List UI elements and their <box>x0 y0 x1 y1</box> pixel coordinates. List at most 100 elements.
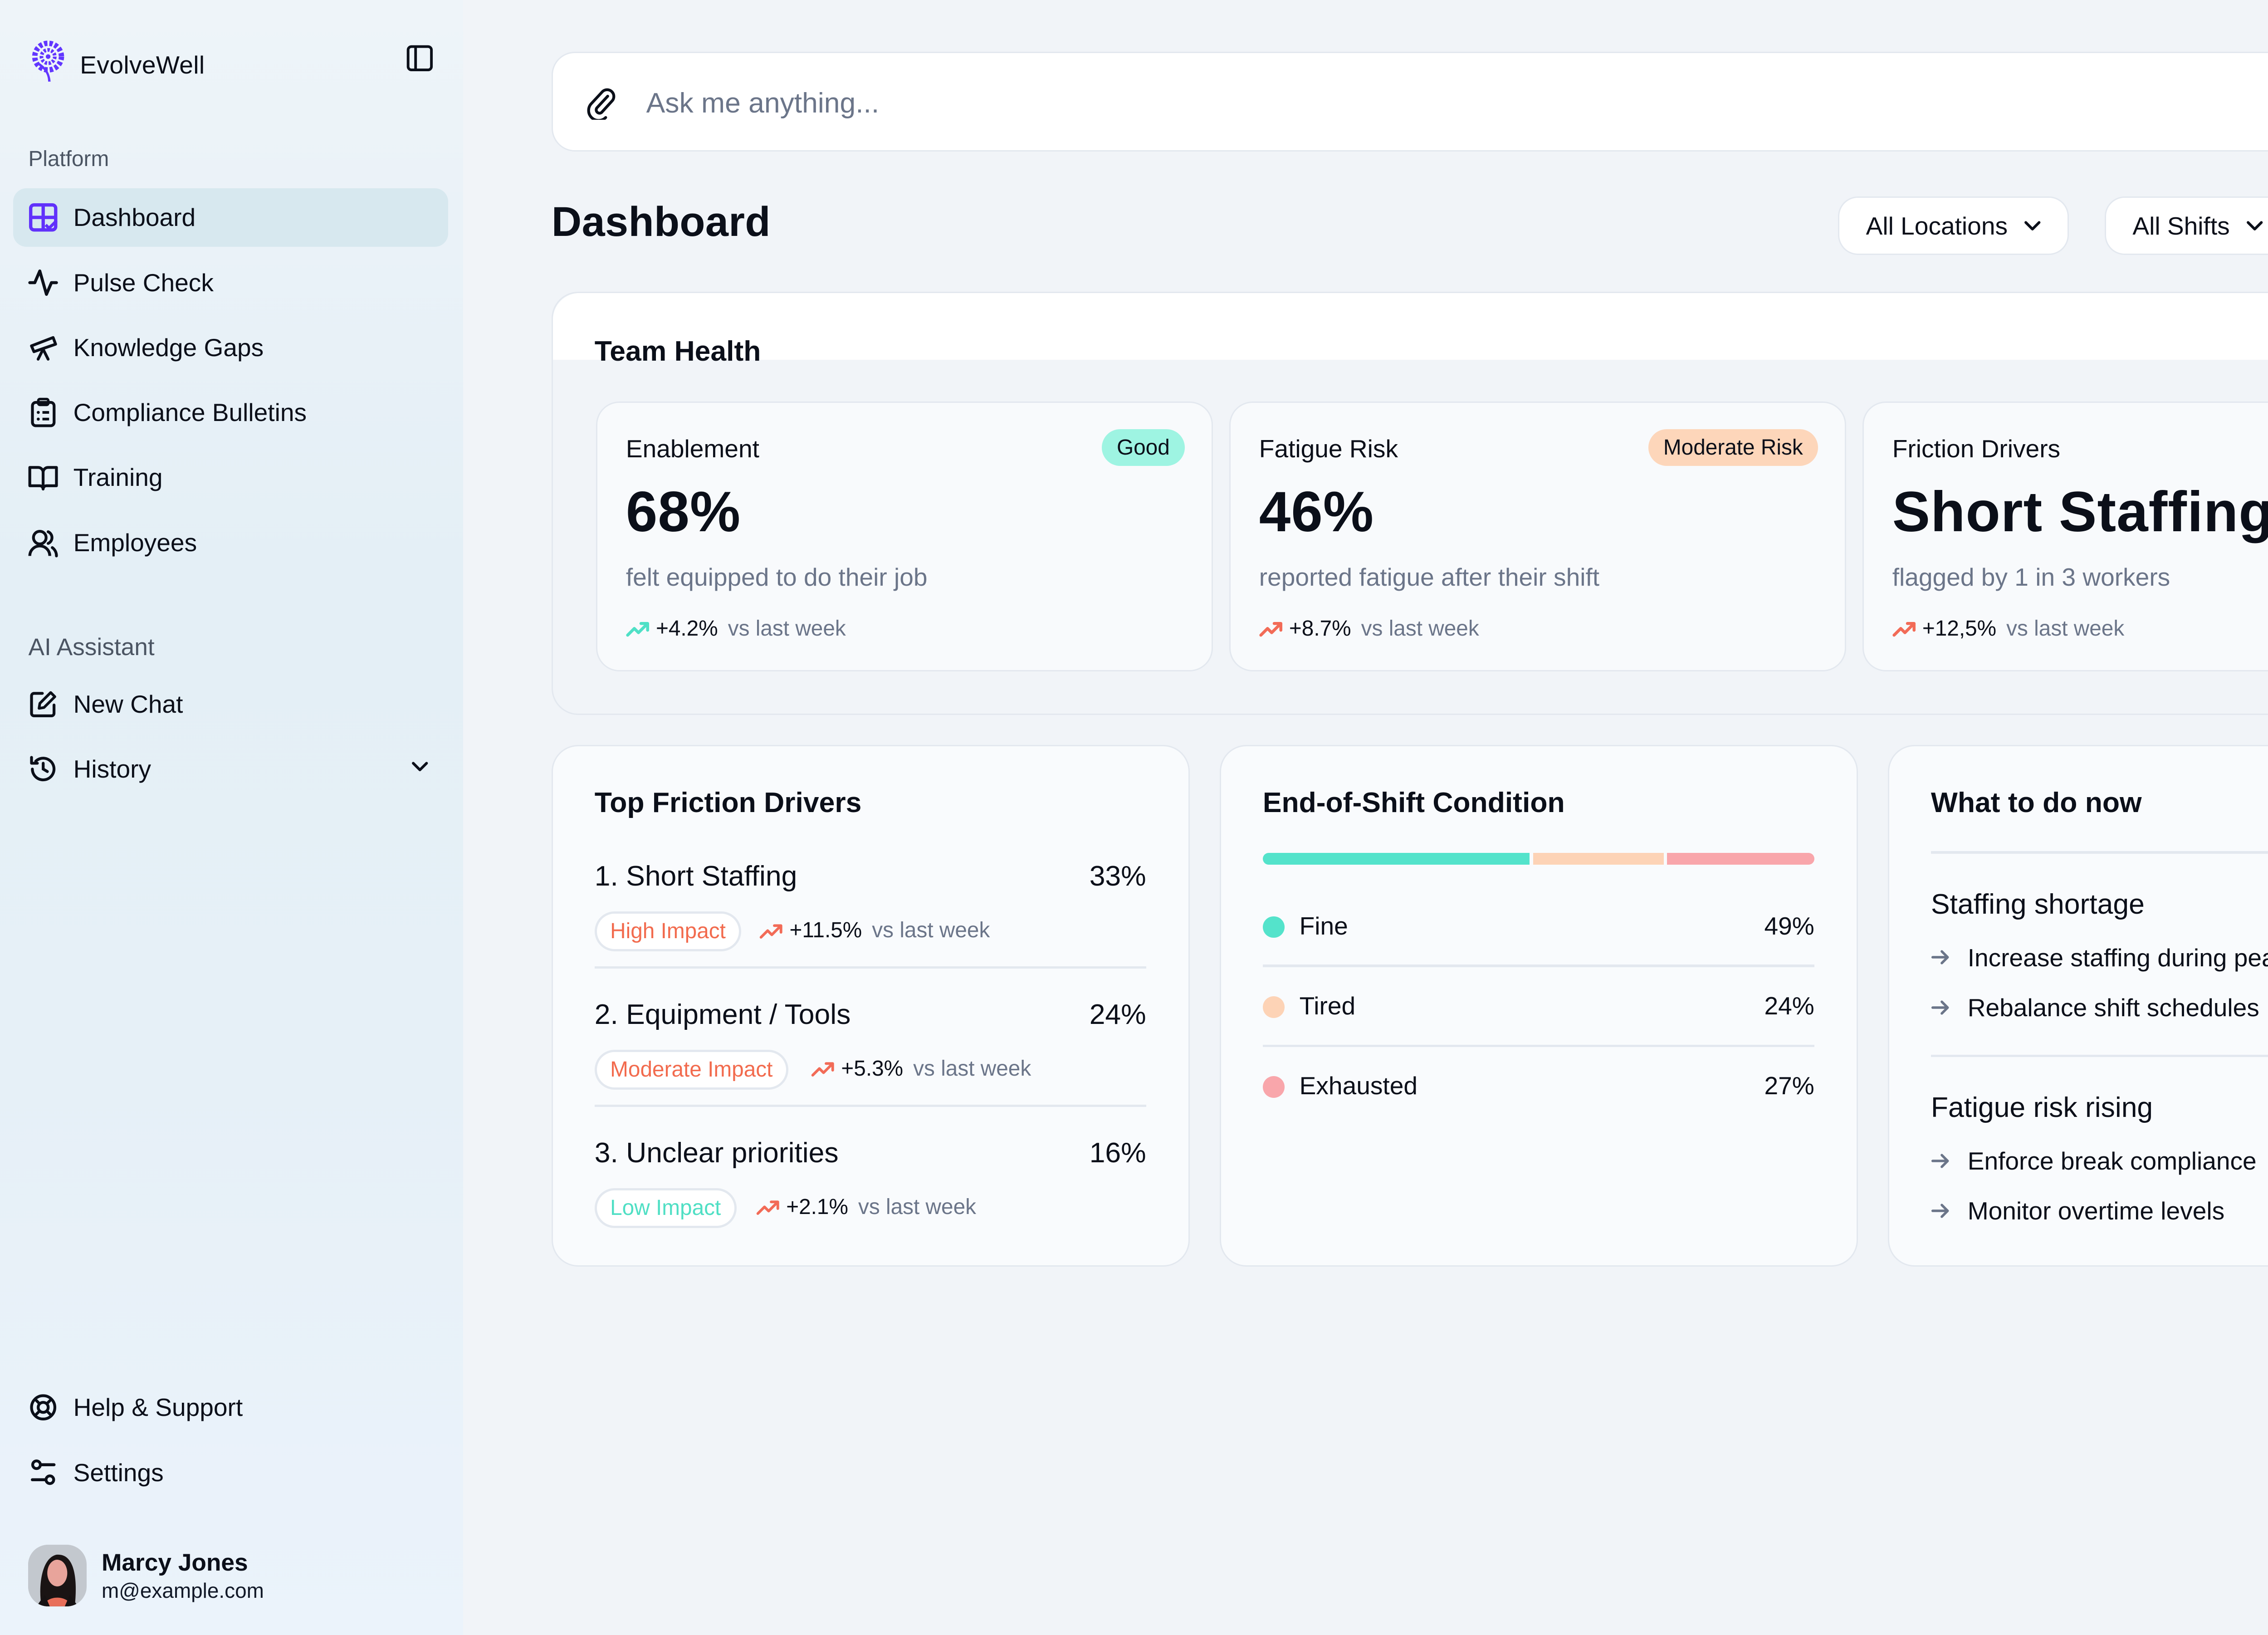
ask-bar <box>551 51 2268 152</box>
telescope-icon <box>28 333 58 362</box>
sidebar-item-label: Help & Support <box>73 1393 243 1422</box>
metric-card-friction-drivers[interactable]: Friction Drivers High Risk Short Staffin… <box>1862 401 2268 671</box>
sidebar-item-label: Dashboard <box>73 203 196 232</box>
condition-stacked-bar <box>1262 853 1814 865</box>
chevron-down-icon <box>2024 221 2041 231</box>
trending-up-icon <box>626 622 649 637</box>
driver-trend: +2.1% vs last week <box>756 1194 976 1219</box>
impact-badge: High Impact <box>594 911 742 951</box>
metric-label: Friction Drivers <box>1892 435 2061 463</box>
sidebar-item-help-support[interactable]: Help & Support <box>13 1378 448 1437</box>
avatar <box>28 1545 87 1607</box>
sidebar-item-history[interactable]: History <box>13 740 448 798</box>
trending-up-icon <box>760 924 783 939</box>
divider <box>1262 964 1814 967</box>
sidebar-item-label: History <box>73 755 151 783</box>
sidebar-item-label: Compliance Bulletins <box>73 398 307 427</box>
metric-trend: +8.7% vs last week <box>1259 616 1479 641</box>
sidebar-item-dashboard[interactable]: Dashboard <box>13 188 449 247</box>
sidebar-item-label: Pulse Check <box>73 268 214 297</box>
what-to-do-now-card: What to do now Staffing shortage Increas… <box>1888 745 2268 1267</box>
driver-trend: +5.3% vs last week <box>811 1056 1031 1081</box>
paperclip-icon[interactable] <box>586 86 616 126</box>
bar-segment-tired <box>1533 853 1664 865</box>
team-health-title: Team Health <box>594 335 761 367</box>
divider <box>594 966 1146 969</box>
action-item[interactable]: Monitor overtime levels <box>1931 1196 2224 1225</box>
team-health-panel: Team Health Enablement Good 68% felt equ… <box>551 291 2268 715</box>
sidebar-item-training[interactable]: Training <box>13 448 448 507</box>
legend-dot <box>1262 1076 1285 1098</box>
sliders-icon <box>28 1457 58 1487</box>
edit-icon <box>28 689 58 719</box>
action-item[interactable]: Increase staffing during peak times <box>1931 943 2268 972</box>
bar-segment-exhausted <box>1667 853 1814 865</box>
impact-badge: Low Impact <box>594 1188 737 1228</box>
divider <box>1931 1054 2268 1057</box>
metric-label: Fatigue Risk <box>1259 435 1398 463</box>
section-label-platform: Platform <box>28 147 109 171</box>
activity-icon <box>28 268 59 298</box>
panel-left-icon <box>407 45 433 72</box>
trending-up-icon <box>756 1200 779 1215</box>
location-filter-dropdown[interactable]: All Locations <box>1838 196 2069 255</box>
metric-value: Short Staffing <box>1892 480 2268 543</box>
todo-group-heading: Fatigue risk rising <box>1931 1092 2153 1124</box>
metric-card-fatigue-risk[interactable]: Fatigue Risk Moderate Risk 46% reported … <box>1229 401 1846 671</box>
chevron-down-icon[interactable] <box>408 755 431 784</box>
metric-trend: +4.2% vs last week <box>626 616 846 641</box>
sidebar-toggle-button[interactable] <box>405 44 435 73</box>
action-item[interactable]: Enforce break compliance <box>1931 1146 2257 1175</box>
metric-label: Enablement <box>626 435 759 463</box>
section-label-ai-assistant: AI Assistant <box>28 633 155 661</box>
arrow-right-icon <box>1931 1000 1949 1015</box>
chevron-down-icon <box>2247 221 2263 231</box>
metric-card-enablement[interactable]: Enablement Good 68% felt equipped to do … <box>596 401 1213 671</box>
action-item[interactable]: Rebalance shift schedules <box>1931 993 2259 1022</box>
sidebar-item-settings[interactable]: Settings <box>13 1443 448 1502</box>
dashboard-icon <box>28 202 58 232</box>
brand[interactable]: EvolveWell <box>28 40 205 90</box>
sidebar-item-label: Knowledge Gaps <box>73 333 264 362</box>
sidebar-item-employees[interactable]: Employees <box>13 513 448 572</box>
sidebar: EvolveWell Platform Dashboard Pulse Chec… <box>0 0 464 1635</box>
user-profile[interactable]: Marcy Jones m@example.com <box>28 1545 264 1607</box>
shift-filter-dropdown[interactable]: All Shifts <box>2104 196 2268 255</box>
legend-dot <box>1262 916 1285 938</box>
divider <box>1931 851 2268 854</box>
app-name: EvolveWell <box>80 50 205 79</box>
trending-up-icon <box>811 1062 834 1077</box>
sidebar-item-knowledge-gaps[interactable]: Knowledge Gaps <box>13 318 448 377</box>
history-icon <box>28 754 58 784</box>
sidebar-item-new-chat[interactable]: New Chat <box>13 675 448 734</box>
trending-up-icon <box>1259 622 1282 637</box>
metric-value: 46% <box>1259 480 1374 543</box>
book-open-icon <box>28 462 58 492</box>
divider <box>594 1104 1146 1107</box>
status-badge: Good <box>1101 429 1185 466</box>
sidebar-item-label: Employees <box>73 528 197 557</box>
trending-up-icon <box>1892 622 1916 637</box>
arrow-right-icon <box>1931 950 1949 965</box>
divider <box>1262 1044 1814 1048</box>
condition-row-tired: Tired 24% <box>1262 988 1814 1028</box>
condition-row-exhausted: Exhausted 27% <box>1262 1068 1814 1108</box>
metric-description: reported fatigue after their shift <box>1259 563 1600 592</box>
card-title: End-of-Shift Condition <box>1262 787 1565 819</box>
bar-segment-fine <box>1262 853 1530 865</box>
fern-logo-icon <box>28 40 65 90</box>
sidebar-item-label: Settings <box>73 1458 164 1487</box>
end-of-shift-condition-card: End-of-Shift Condition Fine 49% Tired 24… <box>1220 745 1858 1267</box>
top-friction-drivers-card: Top Friction Drivers 1. Short Staffing 3… <box>551 745 1190 1267</box>
arrow-right-icon <box>1931 1154 1949 1168</box>
metric-value: 68% <box>626 480 741 543</box>
sidebar-item-compliance-bulletins[interactable]: Compliance Bulletins <box>13 383 448 442</box>
sidebar-item-pulse-check[interactable]: Pulse Check <box>13 253 448 312</box>
card-title: What to do now <box>1931 787 2142 819</box>
ask-input[interactable] <box>646 79 2268 127</box>
life-buoy-icon <box>28 1392 58 1422</box>
user-name: Marcy Jones <box>102 1549 248 1576</box>
sidebar-item-label: Training <box>73 463 163 492</box>
users-icon <box>28 528 58 558</box>
